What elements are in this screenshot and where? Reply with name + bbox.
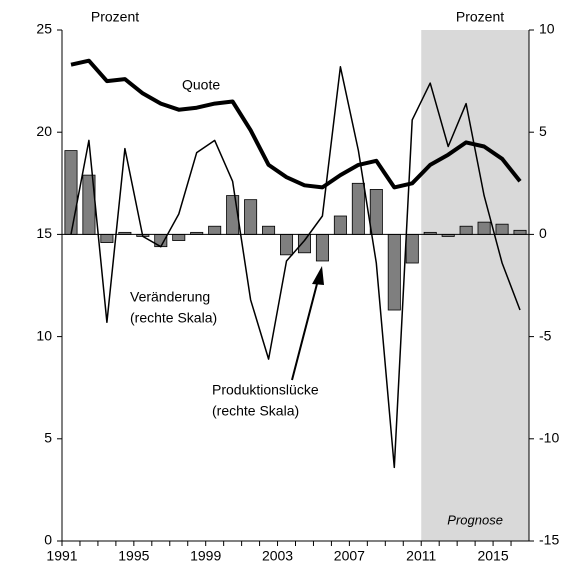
x-tick-label: 1991: [46, 548, 77, 564]
x-tick-label: 2007: [334, 548, 365, 564]
y-tick-label: 20: [36, 123, 52, 139]
bar: [351, 182, 365, 235]
x-tick-label: 2011: [406, 548, 436, 564]
bar: [387, 233, 401, 311]
annotation: (rechte Skala): [130, 310, 217, 326]
x-tick-label: 2003: [262, 548, 293, 564]
forecast-label: Prognose: [447, 512, 503, 527]
annotation: (rechte Skala): [212, 403, 299, 419]
bar: [513, 229, 527, 235]
y-tick-label: 5: [44, 430, 52, 446]
y2-axis-label: Prozent: [456, 9, 504, 25]
bar: [208, 225, 222, 235]
bar: [280, 233, 294, 256]
bar: [226, 195, 240, 235]
y-axis-label: Prozent: [91, 9, 139, 25]
y-tick-label: 15: [36, 225, 52, 241]
arrow-line: [291, 279, 319, 381]
bar: [64, 150, 78, 235]
annotation: Veränderung: [130, 289, 210, 305]
annotation: Produktionslücke: [212, 382, 319, 398]
bar: [172, 233, 186, 241]
bar: [477, 221, 491, 235]
bar: [333, 215, 347, 235]
y2-tick-label: 0: [539, 225, 547, 241]
y2-tick-label: 5: [539, 123, 547, 139]
y2-tick-label: -5: [539, 327, 552, 343]
bar: [369, 189, 383, 235]
y-tick-label: 25: [36, 21, 52, 37]
y2-tick-label: -15: [539, 532, 559, 548]
y-tick-label: 10: [36, 327, 52, 343]
y-tick-label: 0: [44, 532, 52, 548]
bar: [262, 225, 276, 235]
line: [70, 58, 522, 190]
bar: [405, 233, 419, 264]
bar: [315, 233, 329, 262]
line: [70, 66, 521, 469]
bar: [459, 225, 473, 235]
y2-tick-label: -10: [539, 430, 559, 446]
bar: [244, 199, 258, 235]
bar: [297, 233, 311, 254]
bar: [100, 233, 114, 243]
bar: [495, 223, 509, 235]
x-tick-label: 1995: [118, 548, 149, 564]
annotation: Quote: [182, 77, 220, 93]
arrow-head: [312, 266, 324, 285]
y2-tick-label: 10: [539, 21, 555, 37]
x-tick-label: 1999: [190, 548, 221, 564]
x-tick-label: 2015: [477, 548, 508, 564]
